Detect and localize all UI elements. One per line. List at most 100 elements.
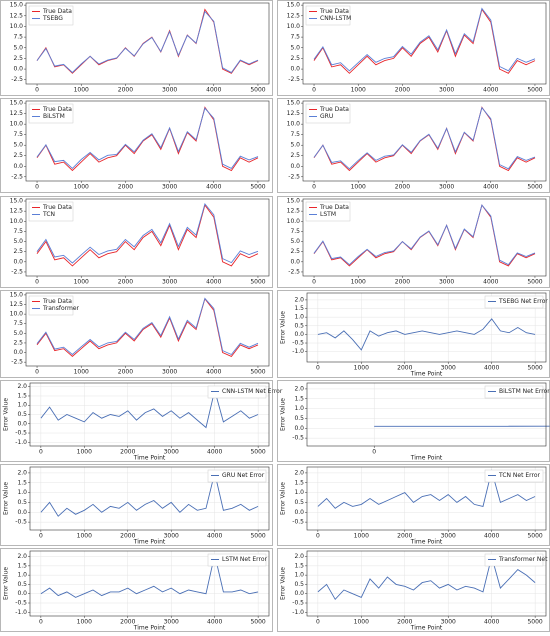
y-tick-label: 7.5 (13, 228, 23, 235)
y-tick-label: 12.5 (10, 12, 24, 19)
y-tick-label: 0.0 (290, 163, 300, 170)
y-tick-label: 5.0 (13, 44, 23, 51)
y-tick-label: 7.5 (13, 131, 23, 138)
y-tick-label: 15.0 (10, 198, 24, 205)
y-tick-label: 10.0 (287, 218, 301, 225)
y-tick-label: 1.0 (294, 572, 304, 579)
y-tick-label: 0.0 (17, 590, 27, 597)
x-tick-label: 0 (35, 369, 39, 376)
x-tick-label: 5000 (250, 87, 265, 94)
legend-label: TSEBG Net Error (498, 298, 548, 305)
x-tick-label: 3000 (439, 279, 454, 286)
y-axis-label: Error Value (280, 398, 287, 431)
x-tick-label: 5000 (250, 619, 265, 626)
y-tick-label: 2.5 (290, 55, 300, 62)
y-axis-label: Error Value (280, 311, 287, 344)
x-tick-label: 5000 (527, 533, 542, 540)
y-tick-label: 0.5 (294, 499, 304, 506)
x-tick-label: 5000 (250, 184, 265, 191)
x-tick-label: 0 (312, 279, 316, 286)
x-tick-label: 1000 (354, 533, 369, 540)
y-tick-label: 15.0 (287, 198, 301, 205)
legend-label: BiLSTM (43, 113, 65, 120)
y-tick-label: 2.5 (13, 339, 23, 346)
y-tick-label: 10.0 (10, 311, 24, 318)
y-tick-label: 0.0 (294, 590, 304, 597)
x-tick-label: 0 (39, 449, 43, 456)
x-tick-label: 2000 (118, 87, 133, 94)
legend-label: LSTM Net Error (222, 556, 267, 563)
y-tick-label: 1.0 (17, 489, 27, 496)
y-tick-label: 12.5 (287, 208, 301, 215)
legend-label: True Data (42, 204, 72, 211)
y-tick-label: 15.0 (287, 2, 301, 9)
x-tick-label: 4000 (207, 449, 222, 456)
legend-label: True Data (42, 106, 72, 113)
legend-label: CNN-LSTM Net Error (222, 388, 283, 395)
y-tick-label: 2.0 (294, 296, 304, 303)
legend-label: TCN (42, 211, 55, 218)
y-tick-label: 7.5 (290, 131, 300, 138)
x-tick-label: 3000 (441, 619, 456, 626)
y-tick-label: 1.0 (294, 489, 304, 496)
y-tick-label: 15.0 (10, 2, 24, 9)
y-tick-label: 5.0 (13, 238, 23, 245)
y-axis-label: Error Value (3, 398, 10, 431)
y-tick-label: 5.0 (13, 330, 23, 337)
y-tick-label: -2.5 (11, 173, 23, 180)
y-tick-label: 2.5 (13, 248, 23, 255)
y-tick-label: 5.0 (290, 238, 300, 245)
y-tick-label: 1.5 (17, 479, 27, 486)
y-tick-label: -0.5 (15, 600, 27, 607)
y-tick-label: 2.5 (13, 55, 23, 62)
x-tick-label: 3000 (162, 279, 177, 286)
y-tick-label: -0.5 (292, 600, 304, 607)
x-tick-label: 1000 (351, 184, 366, 191)
x-tick-label: 1000 (74, 184, 89, 191)
x-tick-label: 1000 (351, 279, 366, 286)
y-axis-label: Error Value (3, 482, 10, 515)
legend-label: Transformer Net Error (498, 556, 550, 563)
x-tick-label: 4000 (483, 279, 498, 286)
x-tick-label: 1000 (77, 533, 92, 540)
y-tick-label: 7.5 (13, 34, 23, 41)
y-tick-label: 1.5 (294, 305, 304, 312)
y-tick-label: 0.0 (294, 425, 304, 432)
y-tick-label: 0.5 (17, 411, 27, 418)
y-tick-label: 0.5 (294, 322, 304, 329)
legend-label: BiLSTM Net Error (499, 388, 550, 395)
y-tick-label: 10.0 (10, 23, 24, 30)
y-tick-label: 0.5 (17, 581, 27, 588)
y-tick-label: -2.5 (288, 173, 300, 180)
y-tick-label: 5.0 (13, 142, 23, 149)
y-tick-label: 2.5 (290, 248, 300, 255)
y-tick-label: 12.5 (10, 208, 24, 215)
x-axis-label: Time Point (133, 625, 166, 632)
y-tick-label: 0.5 (294, 415, 304, 422)
y-tick-label: 1.5 (294, 562, 304, 569)
y-tick-label: 1.5 (17, 562, 27, 569)
x-tick-label: 2000 (118, 184, 133, 191)
y-tick-label: -2.5 (11, 268, 23, 275)
y-tick-label: 12.5 (10, 301, 24, 308)
x-tick-label: 4000 (206, 87, 221, 94)
x-axis-label: Time Point (410, 625, 443, 632)
y-tick-label: -2.5 (288, 76, 300, 83)
y-tick-label: 2.0 (17, 383, 27, 390)
legend-label: TCN Net Error (498, 472, 540, 479)
legend-label: True Data (42, 8, 72, 15)
y-axis-label: Error Value (280, 567, 287, 600)
x-tick-label: 1000 (77, 449, 92, 456)
x-tick-label: 0 (35, 184, 39, 191)
y-tick-label: 2.0 (294, 385, 304, 392)
y-axis-label: Error Value (3, 567, 10, 600)
x-tick-label: 5000 (527, 365, 542, 372)
y-tick-label: 7.5 (13, 320, 23, 327)
y-tick-label: 2.5 (290, 152, 300, 159)
y-tick-label: 15.0 (287, 100, 301, 107)
x-tick-label: 3000 (162, 87, 177, 94)
